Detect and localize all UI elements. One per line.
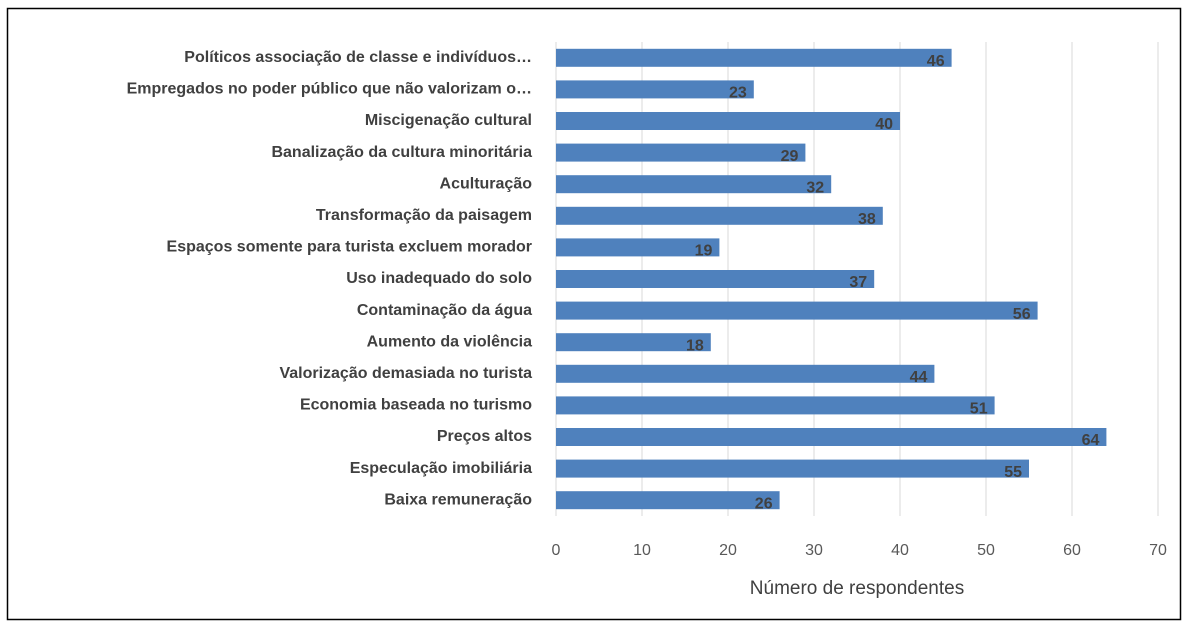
value-label: 32 bbox=[806, 179, 824, 196]
bar bbox=[556, 491, 780, 510]
value-label: 37 bbox=[849, 274, 867, 291]
y-tick-label: Especulação imobiliária bbox=[350, 460, 532, 477]
value-label: 38 bbox=[858, 211, 876, 228]
bar bbox=[556, 48, 952, 67]
y-tick-label: Economia baseada no turismo bbox=[300, 397, 532, 414]
value-label: 56 bbox=[1013, 306, 1031, 323]
x-tick-label: 60 bbox=[1063, 542, 1081, 559]
value-label: 64 bbox=[1082, 432, 1100, 449]
x-tick-label: 20 bbox=[719, 542, 737, 559]
x-tick-label: 10 bbox=[633, 542, 651, 559]
bar bbox=[556, 112, 900, 130]
value-label: 19 bbox=[695, 243, 713, 260]
x-tick-label: 40 bbox=[891, 542, 909, 559]
value-label: 18 bbox=[686, 337, 704, 354]
value-label: 55 bbox=[1004, 464, 1022, 481]
bar bbox=[556, 364, 935, 383]
y-tick-label: Uso inadequado do solo bbox=[346, 270, 532, 287]
bar bbox=[556, 143, 806, 162]
y-tick-label: Contaminação da água bbox=[357, 302, 532, 319]
value-label: 44 bbox=[910, 369, 928, 386]
x-tick-label: 0 bbox=[552, 542, 561, 559]
bar bbox=[556, 270, 875, 288]
value-label: 26 bbox=[755, 495, 773, 512]
y-tick-label: Transformação da paisagem bbox=[316, 207, 532, 224]
y-tick-label: Banalização da cultura minoritária bbox=[271, 144, 532, 161]
y-tick-label: Miscigenação cultural bbox=[365, 112, 532, 129]
y-tick-label: Empregados no poder público que não valo… bbox=[127, 81, 532, 98]
x-tick-label: 30 bbox=[805, 542, 823, 559]
bar bbox=[556, 396, 995, 415]
y-tick-label: Baixa remuneração bbox=[384, 491, 532, 508]
value-label: 46 bbox=[927, 53, 945, 70]
value-label: 29 bbox=[781, 148, 799, 165]
bar bbox=[556, 333, 711, 352]
bar bbox=[556, 206, 883, 225]
y-tick-label: Aculturação bbox=[440, 175, 533, 192]
x-axis-title: Número de respondentes bbox=[750, 578, 964, 599]
value-label: 23 bbox=[729, 85, 747, 102]
value-label: 40 bbox=[875, 116, 893, 133]
y-tick-label: Aumento da violência bbox=[367, 333, 532, 350]
bar bbox=[556, 238, 720, 257]
y-tick-label: Políticos associação de classe e indivíd… bbox=[184, 49, 532, 66]
x-tick-label: 70 bbox=[1149, 542, 1167, 559]
y-tick-label: Valorização demasiada no turista bbox=[279, 365, 532, 382]
bar bbox=[556, 80, 754, 99]
y-tick-label: Espaços somente para turista excluem mor… bbox=[167, 239, 532, 256]
x-tick-label: 50 bbox=[977, 542, 995, 559]
bar bbox=[556, 175, 832, 194]
bar bbox=[556, 428, 1107, 446]
bar bbox=[556, 301, 1038, 320]
value-label: 51 bbox=[970, 401, 988, 418]
bar bbox=[556, 459, 1029, 478]
y-tick-label: Preços altos bbox=[437, 428, 532, 445]
